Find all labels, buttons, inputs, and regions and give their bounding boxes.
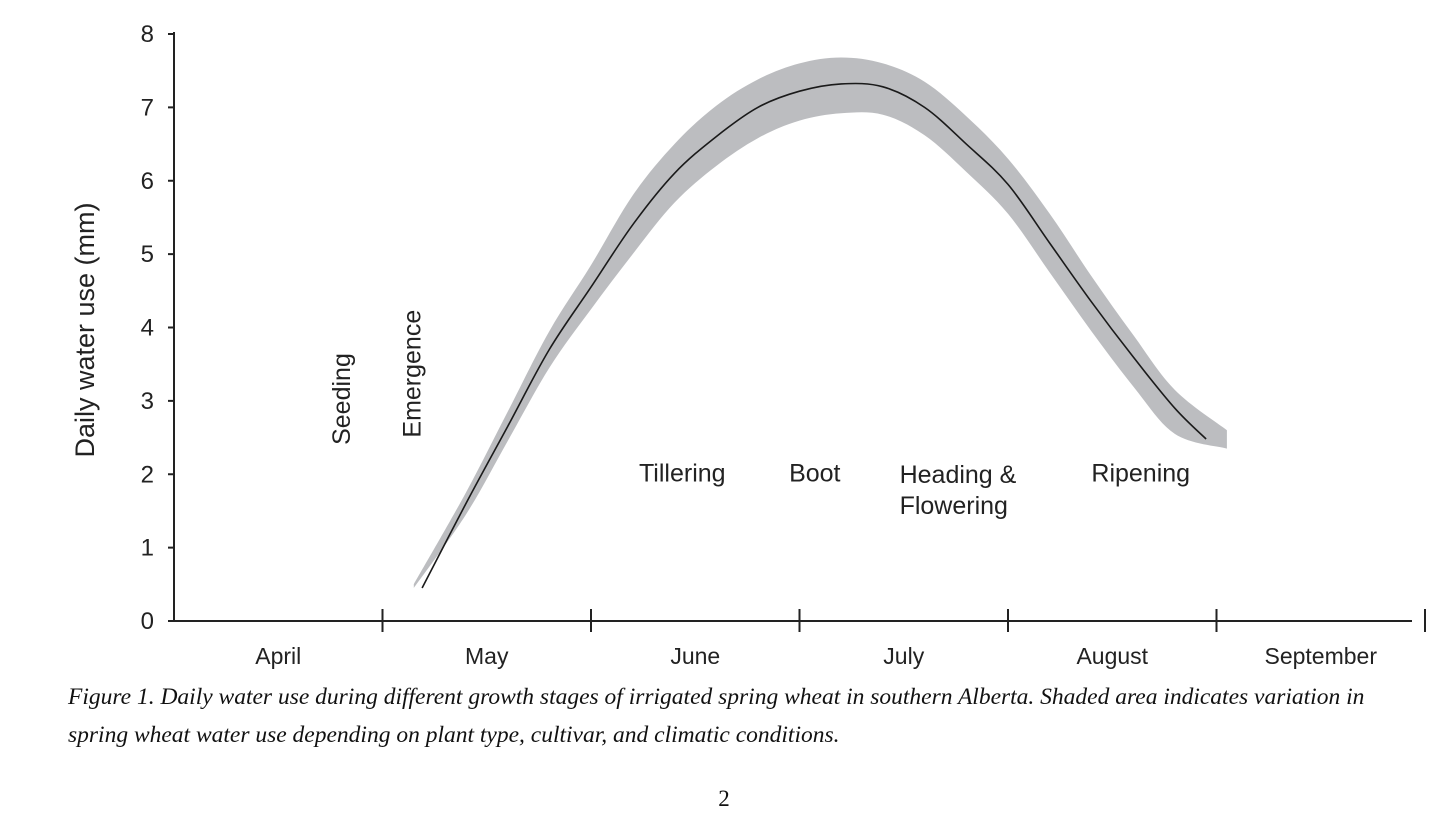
page-number: 2 [718, 786, 730, 811]
month-label: July [883, 643, 924, 669]
mean-water-use-line [421, 82, 1207, 589]
y-tick-label: 5 [141, 241, 154, 268]
figure-caption: Figure 1. Daily water use during differe… [68, 684, 1365, 748]
y-tick-label: 1 [141, 535, 154, 562]
x-month-ticks: April May June July August September [255, 609, 1426, 669]
stage-label: Seeding [328, 353, 356, 445]
month-label: August [1076, 643, 1148, 669]
stage-label: Emergence [399, 310, 427, 438]
y-tick-label: 8 [141, 21, 154, 48]
y-tick-label: 2 [141, 461, 154, 488]
y-tick-label: 4 [141, 315, 154, 342]
variation-band-layer [413, 57, 1227, 588]
variation-band [413, 57, 1227, 588]
month-label: June [670, 643, 720, 669]
y-tick-label: 0 [141, 608, 154, 635]
y-tick-label: 7 [141, 94, 154, 121]
stage-label: Heading & [900, 461, 1017, 489]
month-label: April [255, 643, 301, 669]
month-label: September [1264, 643, 1377, 669]
water-use-chart: 0 1 2 3 4 5 6 7 8 April May June July August Septembe… [70, 21, 1426, 669]
y-ticks: 0 1 2 3 4 5 6 7 8 [141, 21, 174, 635]
stage-label: Boot [789, 460, 840, 488]
month-label: May [465, 643, 509, 669]
growth-stage-labels: Seeding Emergence Tillering Boot Heading & Fl… [328, 310, 1190, 520]
y-tick-label: 3 [141, 388, 154, 415]
mean-line-layer [421, 82, 1207, 589]
y-tick-label: 6 [141, 168, 154, 195]
stage-label: Tillering [639, 460, 726, 488]
stage-label: Flowering [900, 492, 1008, 520]
y-axis-label: Daily water use (mm) [70, 202, 100, 457]
stage-label: Ripening [1091, 460, 1190, 488]
